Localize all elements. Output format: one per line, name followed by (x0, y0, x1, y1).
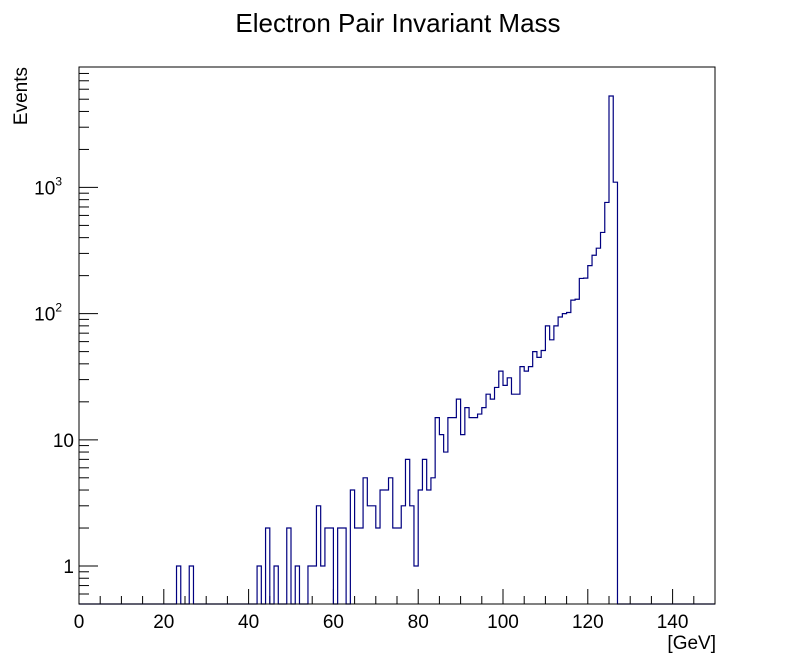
x-tick-label: 80 (408, 612, 429, 633)
x-tick-label: 100 (487, 612, 519, 633)
x-axis-title: [GeV] (667, 633, 716, 654)
histogram-series-line (79, 95, 715, 605)
y-tick-label: 1 (63, 557, 74, 578)
x-tick-label: 40 (238, 612, 259, 633)
chart-title: Electron Pair Invariant Mass (235, 8, 560, 38)
x-tick-label: 0 (74, 612, 85, 633)
plot-frame (78, 66, 716, 605)
x-axis-tick-labels: 0 20 40 60 80 100 120 140 (74, 612, 689, 633)
x-tick-label: 20 (153, 612, 174, 633)
y-tick-label: 103 (34, 174, 62, 199)
x-tick-label: 60 (323, 612, 344, 633)
x-tick-label: 140 (657, 612, 689, 633)
y-tick-label: 102 (34, 301, 62, 326)
tick-marks (78, 66, 716, 605)
y-tick-label: 10 (53, 431, 74, 452)
x-tick-label: 120 (572, 612, 604, 633)
y-axis-title: Events (11, 67, 32, 125)
y-axis-tick-labels: 1 10 102 103 (34, 174, 74, 578)
